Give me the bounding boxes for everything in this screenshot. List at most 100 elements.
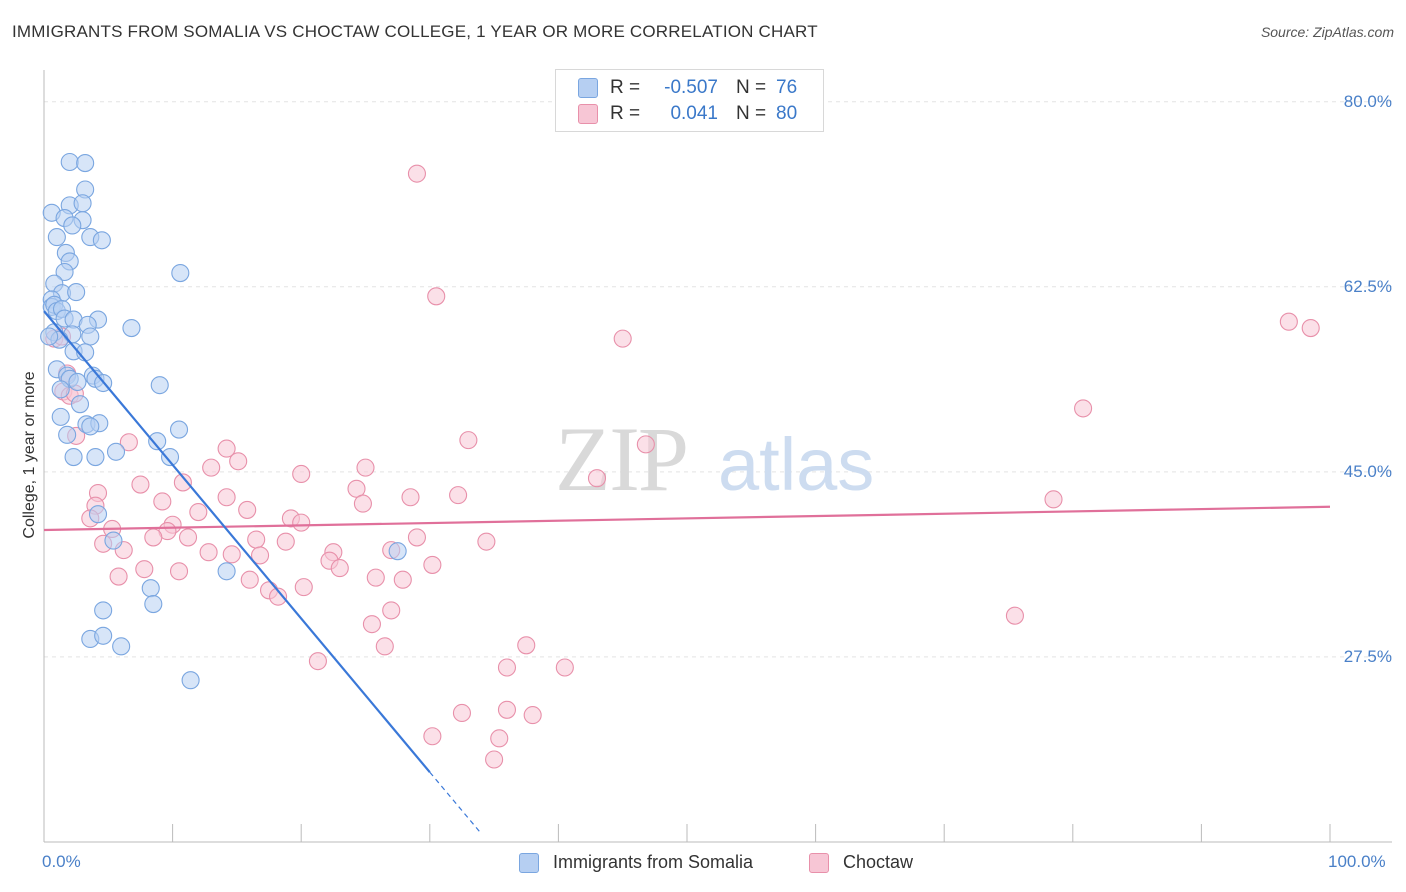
somalia-point [68,372,87,392]
choctaw-point [393,570,412,589]
n-value: 76 [776,77,798,98]
correlation-legend: R = -0.507 N = 76 R = 0.041 N = 80 [555,69,824,132]
somalia-point [160,448,180,467]
choctaw-point [217,488,236,507]
r-label: R = [610,103,641,124]
somalia-legend-swatch [519,852,539,873]
grid-lines [44,101,1392,658]
y-tick-80: 80.0% [1343,91,1392,111]
somalia-point [64,448,83,467]
r-label: R = [610,77,641,98]
n-label: N = [736,77,767,98]
choctaw-swatch [578,104,598,124]
somalia-trend-extension [429,771,482,834]
somalia-points [40,152,407,690]
choctaw-point [308,652,327,671]
n-value: 80 [776,103,798,124]
r-value: 0.041 [670,103,718,124]
choctaw-point [1044,490,1063,509]
choctaw-point [382,601,401,620]
r-value: -0.507 [664,77,718,98]
somalia-point [88,505,108,524]
somalia-point [94,601,113,620]
somalia-point [169,420,189,439]
somalia-point [141,579,160,598]
choctaw-point [497,658,517,677]
choctaw-point [477,532,496,551]
somalia-point [92,231,111,250]
choctaw-point [497,700,517,719]
choctaw-point [292,513,311,532]
somalia-point [67,283,86,302]
choctaw-point [1005,606,1024,625]
choctaw-point [1301,318,1320,338]
y-tick-27-5: 27.5% [1343,646,1392,666]
choctaw-point [449,486,468,505]
watermark-atlas: atlas [718,423,874,506]
choctaw-point [178,528,198,547]
legend-row-somalia: R = -0.507 N = 76 [578,75,797,101]
choctaw-point [587,469,607,488]
choctaw-point [240,570,259,589]
choctaw-point [517,636,536,655]
somalia-point [55,262,74,282]
choctaw-point [452,703,472,723]
choctaw-point [362,615,381,634]
somalia-point [217,562,236,581]
somalia-point [104,531,123,550]
somalia-point [81,417,100,436]
choctaw-points [45,164,1320,769]
n-label: N = [736,103,767,124]
choctaw-point [407,164,426,183]
choctaw-point [423,555,442,574]
choctaw-point [238,500,257,519]
somalia-point [150,376,169,395]
choctaw-point [131,475,150,494]
series-legend: Immigrants from Somalia Choctaw [0,852,1406,878]
choctaw-point [523,706,542,725]
axes [43,70,1392,843]
choctaw-point [490,729,509,748]
somalia-point [63,216,82,235]
choctaw-point [366,568,385,587]
choctaw-point [423,727,442,746]
choctaw-point [199,543,218,562]
choctaw-point [356,458,375,477]
choctaw-point [169,562,189,581]
x-tick-0: 0.0% [42,852,81,871]
choctaw-point [222,545,241,564]
choctaw-point [636,435,655,454]
choctaw-point [459,431,478,450]
somalia-point [86,448,105,467]
choctaw-point [217,439,236,458]
somalia-swatch [578,78,598,98]
x-tick-100: 100.0% [1328,852,1386,871]
somalia-point [73,194,92,213]
somalia-point [51,407,70,426]
choctaw-point [173,473,192,492]
y-tick-45: 45.0% [1343,461,1392,481]
choctaw-point [269,587,288,606]
choctaw-point [555,658,574,677]
somalia-point [144,595,163,614]
choctaw-point [427,287,446,306]
legend-item-somalia: Immigrants from Somalia [519,852,753,873]
somalia-point [388,542,407,561]
choctaw-point [276,532,295,551]
choctaw-point [407,528,426,547]
choctaw-point [485,750,504,769]
choctaw-point [375,637,394,656]
choctaw-point [1074,399,1093,418]
watermark-zip: ZIP [555,408,687,510]
y-tick-62-5: 62.5% [1343,276,1392,296]
somalia-point [70,395,90,414]
choctaw-point [135,560,154,579]
choctaw-point [119,433,138,452]
choctaw-legend-swatch [809,852,829,873]
choctaw-point [613,329,632,348]
chart-title: IMMIGRANTS FROM SOMALIA VS CHOCTAW COLLE… [12,22,818,41]
legend-item-choctaw: Choctaw [809,852,913,873]
somalia-trend-line [43,310,431,773]
choctaw-point [109,567,128,586]
